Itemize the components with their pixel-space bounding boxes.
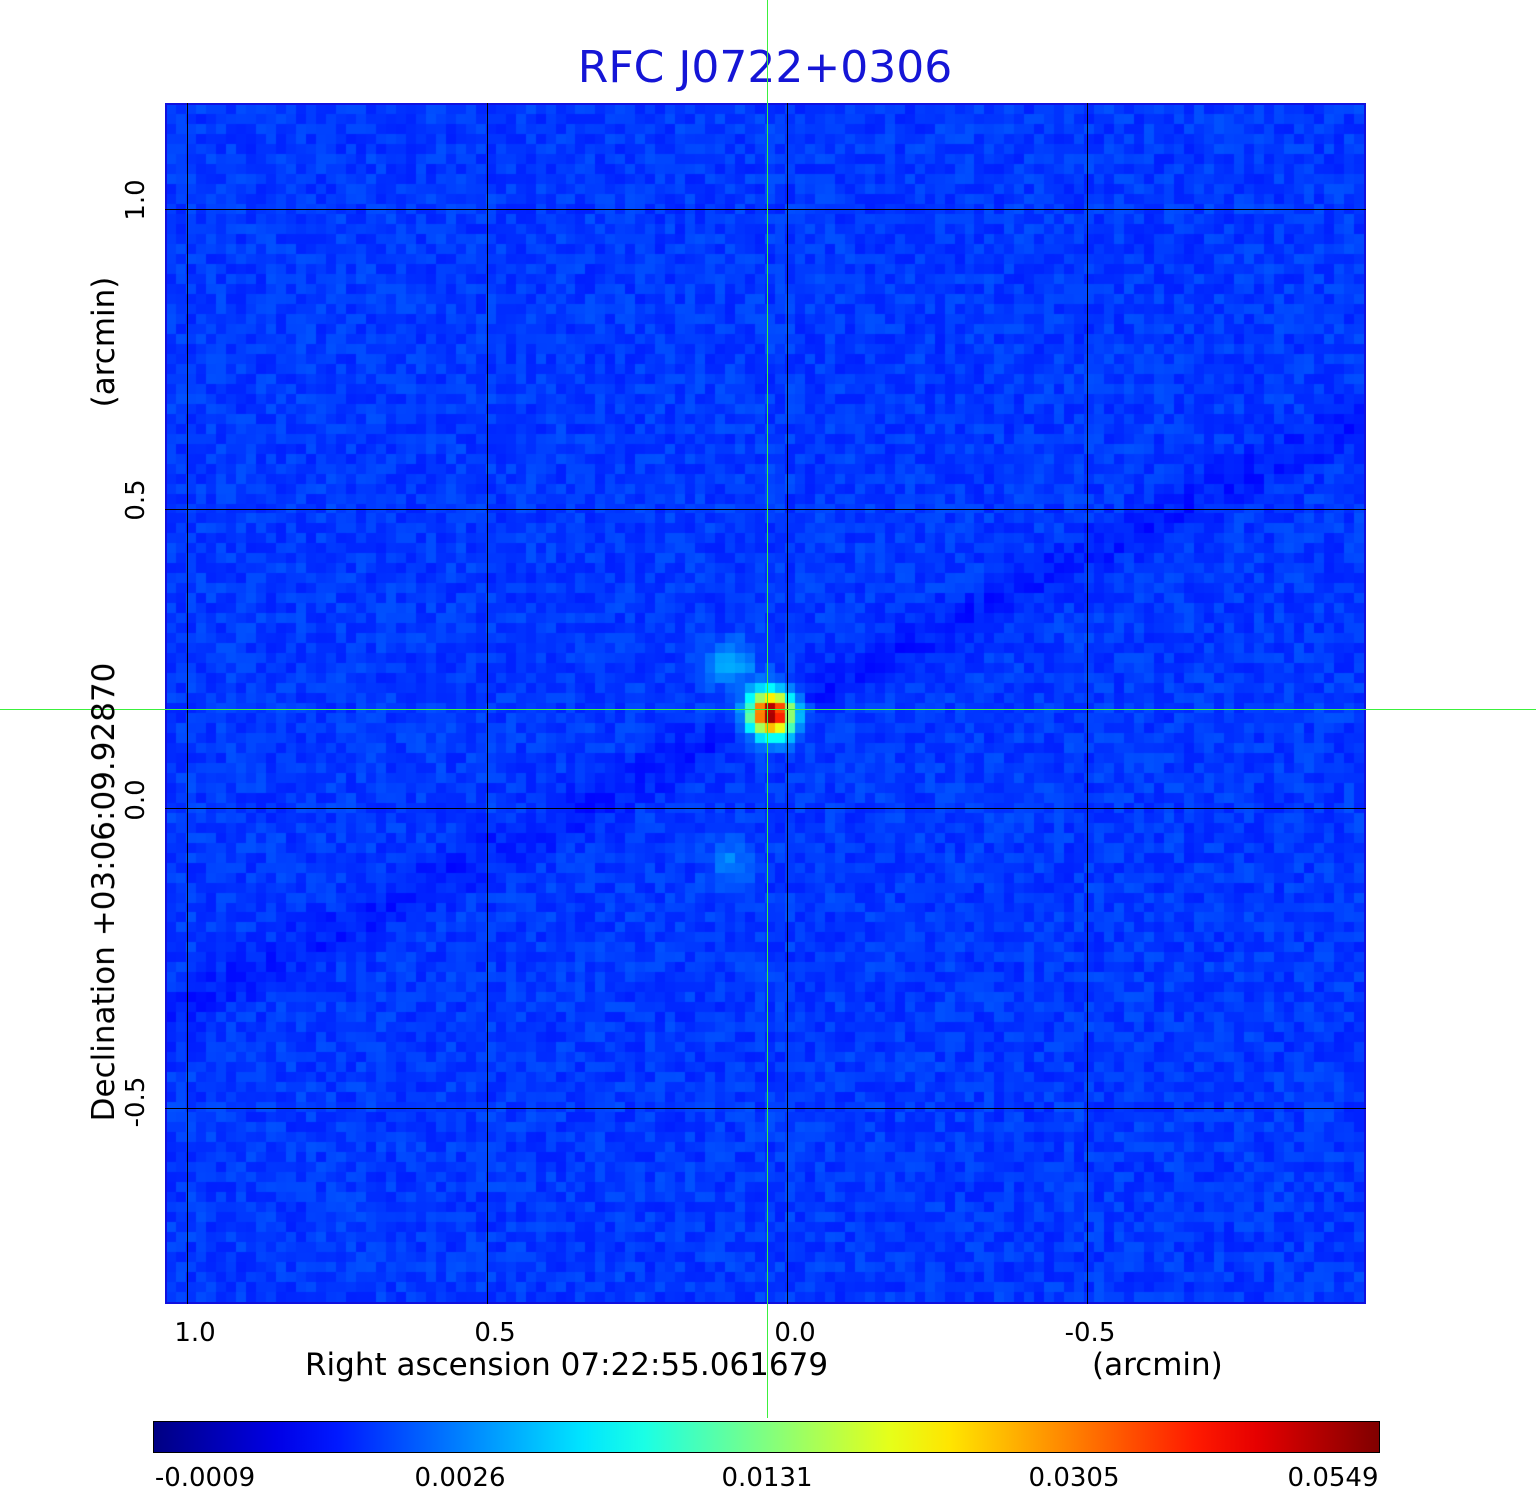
grid-line-dec-minus-0.5: [165, 1108, 1366, 1109]
y-tick-label: 0.5: [121, 479, 151, 521]
image-panel[interactable]: [165, 103, 1366, 1304]
colorbar-tick-label: -0.0009: [154, 1463, 256, 1493]
grid-line-ra-1.0: [187, 103, 188, 1304]
x-tick-label: -0.5: [1064, 1318, 1116, 1348]
crosshair-horizontal: [0, 709, 1536, 710]
x-tick-label: 0.0: [774, 1318, 816, 1348]
y-axis-unit: (arcmin): [86, 276, 122, 408]
grid-line-ra-0.5: [487, 103, 488, 1304]
y-axis-label: Declination +03:06:09.92870: [86, 662, 122, 1122]
colorbar-tick-label: 0.0026: [414, 1463, 506, 1493]
grid-line-dec-1.0: [165, 209, 1366, 210]
x-axis-unit: (arcmin): [1092, 1347, 1223, 1383]
y-tick-label: -0.5: [121, 1076, 151, 1128]
grid-line-ra-0.0: [787, 103, 788, 1304]
colorbar: [153, 1421, 1380, 1453]
grid-line-ra-minus-0.5: [1087, 103, 1088, 1304]
y-tick-label: 1.0: [121, 179, 151, 221]
colorbar-tick-label: 0.0549: [1287, 1463, 1379, 1493]
grid-line-dec-0.5: [165, 509, 1366, 510]
grid-line-dec-0.0: [165, 808, 1366, 809]
x-axis-label: Right ascension 07:22:55.061679: [305, 1347, 829, 1383]
colorbar-tick-label: 0.0305: [1028, 1463, 1120, 1493]
colorbar-tick-label: 0.0131: [721, 1463, 813, 1493]
x-tick-label: 0.5: [474, 1318, 516, 1348]
intensity-map[interactable]: [167, 105, 1364, 1302]
plot-title: RFC J0722+0306: [577, 42, 953, 93]
y-tick-label: 0.0: [121, 779, 151, 821]
x-tick-label: 1.0: [174, 1318, 216, 1348]
